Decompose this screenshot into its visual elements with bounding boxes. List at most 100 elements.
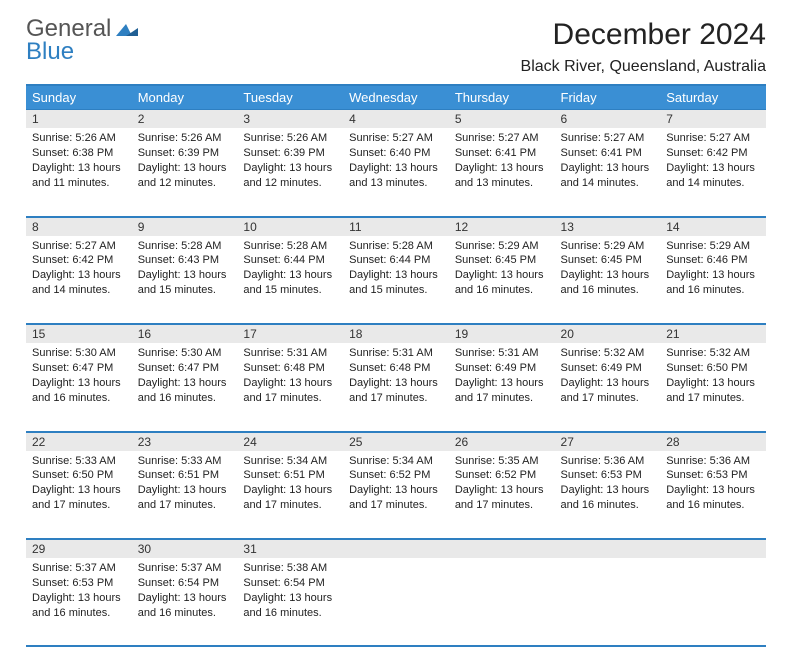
sunrise-label: Sunrise: 5:27 AM — [561, 131, 655, 146]
day-cell: Sunrise: 5:29 AMSunset: 6:45 PMDaylight:… — [449, 236, 555, 324]
sunrise-label: Sunrise: 5:31 AM — [455, 346, 549, 361]
sunrise-label: Sunrise: 5:30 AM — [138, 346, 232, 361]
day-cell: Sunrise: 5:31 AMSunset: 6:48 PMDaylight:… — [237, 343, 343, 431]
dl1-label: Daylight: 13 hours — [349, 268, 443, 283]
day-body: Sunrise: 5:32 AMSunset: 6:49 PMDaylight:… — [555, 343, 661, 411]
dl1-label: Daylight: 13 hours — [138, 483, 232, 498]
day-number: 27 — [555, 432, 661, 451]
sunset-label: Sunset: 6:43 PM — [138, 253, 232, 268]
sunrise-label: Sunrise: 5:29 AM — [666, 239, 760, 254]
day-body: Sunrise: 5:37 AMSunset: 6:53 PMDaylight:… — [26, 558, 132, 626]
day-cell: Sunrise: 5:28 AMSunset: 6:43 PMDaylight:… — [132, 236, 238, 324]
sunrise-label: Sunrise: 5:28 AM — [243, 239, 337, 254]
day-cell: Sunrise: 5:27 AMSunset: 6:42 PMDaylight:… — [26, 236, 132, 324]
logo-blue: Blue — [26, 38, 74, 65]
day-body: Sunrise: 5:34 AMSunset: 6:51 PMDaylight:… — [237, 451, 343, 519]
dl1-label: Daylight: 13 hours — [349, 161, 443, 176]
day-body: Sunrise: 5:27 AMSunset: 6:40 PMDaylight:… — [343, 128, 449, 196]
dl2-label: and 16 minutes. — [561, 283, 655, 298]
sunrise-label: Sunrise: 5:31 AM — [349, 346, 443, 361]
day-cell: Sunrise: 5:29 AMSunset: 6:45 PMDaylight:… — [555, 236, 661, 324]
sunrise-label: Sunrise: 5:35 AM — [455, 454, 549, 469]
sunset-label: Sunset: 6:44 PM — [243, 253, 337, 268]
dl1-label: Daylight: 13 hours — [455, 376, 549, 391]
dl1-label: Daylight: 13 hours — [32, 161, 126, 176]
sunrise-label: Sunrise: 5:27 AM — [666, 131, 760, 146]
dl1-label: Daylight: 13 hours — [561, 376, 655, 391]
day-cell — [660, 558, 766, 646]
sunrise-label: Sunrise: 5:26 AM — [138, 131, 232, 146]
day-cell: Sunrise: 5:30 AMSunset: 6:47 PMDaylight:… — [26, 343, 132, 431]
sunset-label: Sunset: 6:38 PM — [32, 146, 126, 161]
day-cell: Sunrise: 5:28 AMSunset: 6:44 PMDaylight:… — [343, 236, 449, 324]
day-body: Sunrise: 5:35 AMSunset: 6:52 PMDaylight:… — [449, 451, 555, 519]
sunset-label: Sunset: 6:52 PM — [455, 468, 549, 483]
daynum-row: 22232425262728 — [26, 431, 766, 451]
sunrise-label: Sunrise: 5:37 AM — [32, 561, 126, 576]
dl2-label: and 13 minutes. — [349, 176, 443, 191]
sunrise-label: Sunrise: 5:29 AM — [561, 239, 655, 254]
sunrise-label: Sunrise: 5:28 AM — [138, 239, 232, 254]
sunrise-label: Sunrise: 5:37 AM — [138, 561, 232, 576]
day-header: Sunday — [26, 85, 132, 109]
day-cell: Sunrise: 5:27 AMSunset: 6:41 PMDaylight:… — [449, 128, 555, 216]
day-header: Wednesday — [343, 85, 449, 109]
sunset-label: Sunset: 6:41 PM — [455, 146, 549, 161]
day-number: 1 — [26, 109, 132, 128]
day-number — [555, 539, 661, 558]
day-number: 2 — [132, 109, 238, 128]
sunrise-label: Sunrise: 5:28 AM — [349, 239, 443, 254]
dl2-label: and 15 minutes. — [138, 283, 232, 298]
dl2-label: and 17 minutes. — [32, 498, 126, 513]
day-body: Sunrise: 5:28 AMSunset: 6:43 PMDaylight:… — [132, 236, 238, 304]
sunset-label: Sunset: 6:46 PM — [666, 253, 760, 268]
day-body: Sunrise: 5:34 AMSunset: 6:52 PMDaylight:… — [343, 451, 449, 519]
logo: General Blue — [26, 18, 138, 64]
day-cell: Sunrise: 5:26 AMSunset: 6:38 PMDaylight:… — [26, 128, 132, 216]
sunrise-label: Sunrise: 5:26 AM — [243, 131, 337, 146]
sunset-label: Sunset: 6:52 PM — [349, 468, 443, 483]
dl2-label: and 17 minutes. — [455, 498, 549, 513]
sunrise-label: Sunrise: 5:29 AM — [455, 239, 549, 254]
week-row: Sunrise: 5:30 AMSunset: 6:47 PM Daylight:… — [26, 343, 766, 431]
day-header: Thursday — [449, 85, 555, 109]
sunset-label: Sunset: 6:53 PM — [32, 576, 126, 591]
day-cell: Sunrise: 5:36 AMSunset: 6:53 PMDaylight:… — [555, 451, 661, 539]
day-number: 3 — [237, 109, 343, 128]
dl2-label: and 16 minutes. — [455, 283, 549, 298]
day-number: 30 — [132, 539, 238, 558]
day-number: 22 — [26, 432, 132, 451]
day-cell: Sunrise: 5:35 AMSunset: 6:52 PMDaylight:… — [449, 451, 555, 539]
day-number: 5 — [449, 109, 555, 128]
dl2-label: and 12 minutes. — [138, 176, 232, 191]
day-body: Sunrise: 5:29 AMSunset: 6:46 PMDaylight:… — [660, 236, 766, 304]
sunset-label: Sunset: 6:45 PM — [455, 253, 549, 268]
sunset-label: Sunset: 6:54 PM — [138, 576, 232, 591]
day-number — [660, 539, 766, 558]
day-number: 18 — [343, 324, 449, 343]
day-number: 13 — [555, 217, 661, 236]
day-cell: Sunrise: 5:32 AMSunset: 6:50 PMDaylight:… — [660, 343, 766, 431]
header: General Blue December 2024 Black River, … — [26, 18, 766, 82]
week-row: Sunrise: 5:26 AMSunset: 6:38 PMDaylight:… — [26, 128, 766, 216]
day-number: 23 — [132, 432, 238, 451]
day-number: 17 — [237, 324, 343, 343]
sunset-label: Sunset: 6:53 PM — [666, 468, 760, 483]
sunset-label: Sunset: 6:40 PM — [349, 146, 443, 161]
sunset-label: Sunset: 6:49 PM — [561, 361, 655, 376]
day-body: Sunrise: 5:30 AMSunset: 6:47 PMDaylight:… — [26, 343, 132, 411]
dl2-label: and 17 minutes. — [349, 498, 443, 513]
day-body: Sunrise: 5:27 AMSunset: 6:41 PMDaylight:… — [449, 128, 555, 196]
day-number: 7 — [660, 109, 766, 128]
day-number: 12 — [449, 217, 555, 236]
day-cell — [449, 558, 555, 646]
sunset-label: Sunset: 6:47 PM — [138, 361, 232, 376]
sunset-label: Sunset: 6:39 PM — [138, 146, 232, 161]
day-header-row: Sunday Monday Tuesday Wednesday Thursday… — [26, 85, 766, 109]
day-cell: Sunrise: 5:37 AMSunset: 6:54 PMDaylight:… — [132, 558, 238, 646]
day-body: Sunrise: 5:36 AMSunset: 6:53 PMDaylight:… — [555, 451, 661, 519]
day-number: 4 — [343, 109, 449, 128]
location-label: Black River, Queensland, Australia — [521, 58, 766, 76]
day-number: 24 — [237, 432, 343, 451]
dl1-label: Daylight: 13 hours — [138, 161, 232, 176]
